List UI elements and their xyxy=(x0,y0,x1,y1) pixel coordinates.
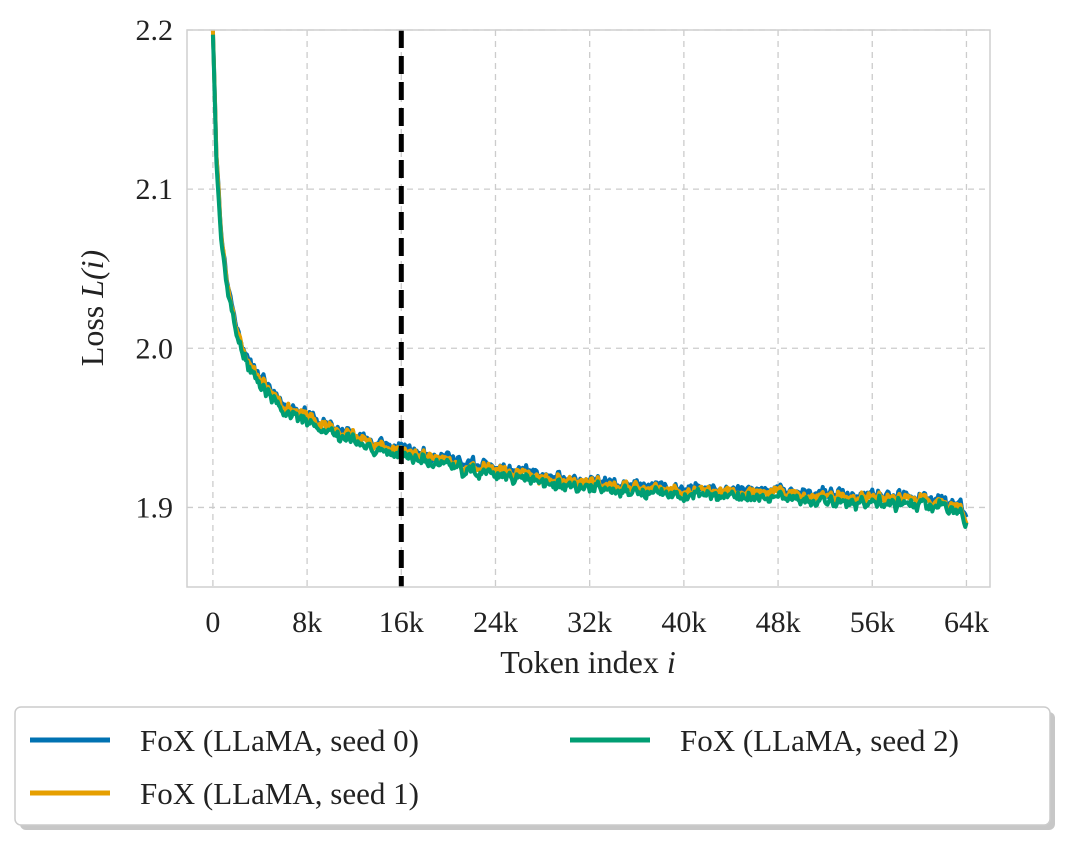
series-lines xyxy=(210,29,969,529)
y-tick-label: 2.2 xyxy=(136,14,174,47)
legend-entry-label: FoX (LLaMA, seed 1) xyxy=(140,776,419,811)
y-axis-label: Loss L(i) xyxy=(74,250,110,366)
x-axis-ticks: 0 8k 16k 24k 32k 40k 48k 56k 64k xyxy=(205,606,989,639)
x-tick-label: 32k xyxy=(567,606,612,639)
x-tick-label: 16k xyxy=(379,606,424,639)
x-tick-label: 64k xyxy=(944,606,989,639)
y-tick-label: 2.0 xyxy=(136,332,174,365)
x-tick-label: 56k xyxy=(850,606,895,639)
x-tick-label: 0 xyxy=(205,606,220,639)
x-tick-label: 48k xyxy=(756,606,801,639)
plot-frame xyxy=(186,29,991,588)
y-tick-label: 1.9 xyxy=(136,491,174,524)
series-line xyxy=(210,34,969,529)
legend: FoX (LLaMA, seed 0) FoX (LLaMA, seed 1) Fo… xyxy=(14,706,1055,830)
legend-entry-label: FoX (LLaMA, seed 0) xyxy=(140,723,419,758)
x-tick-label: 24k xyxy=(473,606,518,639)
legend-entry-label: FoX (LLaMA, seed 2) xyxy=(680,723,959,758)
y-axis-ticks: 1.9 2.0 2.1 2.2 xyxy=(136,14,174,524)
x-tick-label: 8k xyxy=(292,606,322,639)
y-tick-label: 2.1 xyxy=(136,173,174,206)
x-axis-label: Token index i xyxy=(500,644,676,680)
x-tick-label: 40k xyxy=(661,606,706,639)
